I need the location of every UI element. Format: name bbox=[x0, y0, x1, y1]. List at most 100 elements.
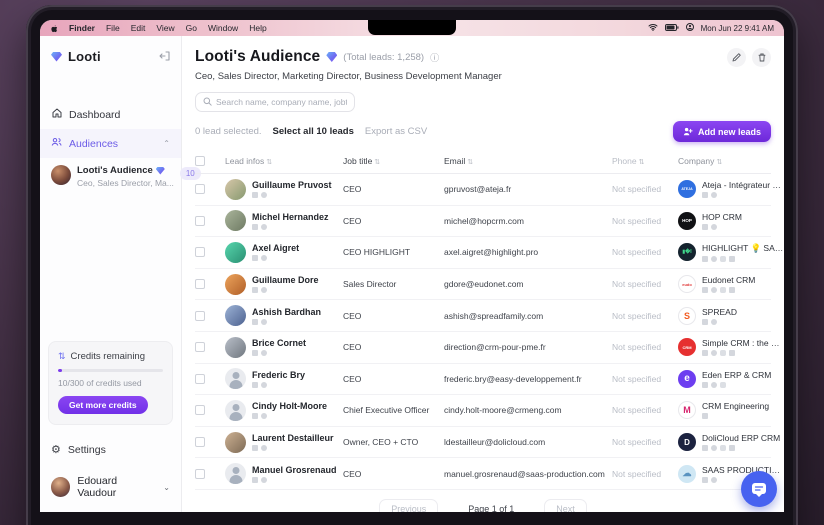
link-icon[interactable] bbox=[702, 350, 708, 357]
table-row[interactable]: Guillaume Dore Sales Director gdore@eudone… bbox=[195, 269, 771, 301]
wifi-icon[interactable] bbox=[648, 23, 658, 33]
menu-item-finder[interactable]: Finder bbox=[69, 23, 95, 33]
link-icon[interactable] bbox=[720, 350, 726, 357]
row-checkbox[interactable] bbox=[195, 468, 205, 479]
link-icon[interactable] bbox=[252, 413, 258, 420]
link-icon[interactable] bbox=[729, 255, 735, 262]
menu-item-edit[interactable]: Edit bbox=[130, 23, 146, 33]
table-row[interactable]: Axel Aigret CEO HIGHLIGHT axel.aigret@high… bbox=[195, 237, 784, 269]
link-icon[interactable] bbox=[711, 287, 717, 294]
menu-item-view[interactable]: View bbox=[156, 23, 175, 33]
user-switch-icon[interactable] bbox=[685, 23, 694, 33]
link-icon[interactable] bbox=[720, 287, 726, 294]
add-new-leads-button[interactable]: Add new leads bbox=[672, 121, 771, 142]
link-icon[interactable] bbox=[711, 223, 717, 230]
link-icon[interactable] bbox=[702, 381, 708, 388]
info-icon[interactable]: ⓘ bbox=[430, 52, 440, 63]
user-menu[interactable]: Edouard Vaudour ⌄ bbox=[40, 466, 181, 512]
link-icon[interactable] bbox=[702, 318, 708, 325]
link-icon[interactable] bbox=[702, 223, 708, 230]
column-header-lead-infos[interactable]: Lead infos ⇅ bbox=[225, 156, 273, 166]
link-icon[interactable] bbox=[702, 413, 708, 420]
link-icon[interactable] bbox=[729, 445, 735, 452]
menu-item-window[interactable]: Window bbox=[207, 23, 239, 33]
link-icon[interactable] bbox=[252, 381, 258, 388]
collapse-sidebar-icon[interactable] bbox=[159, 50, 170, 63]
link-icon[interactable] bbox=[720, 445, 726, 452]
select-all-link[interactable]: Select all 10 leads bbox=[272, 126, 354, 137]
link-icon[interactable] bbox=[252, 476, 258, 483]
link-icon[interactable] bbox=[720, 255, 726, 262]
table-row[interactable]: Manuel Grosrenaud CEO manuel.grosrenaud@sa… bbox=[195, 458, 784, 490]
menu-item-go[interactable]: Go bbox=[185, 23, 197, 33]
link-icon[interactable] bbox=[252, 445, 258, 452]
column-header-company[interactable]: Company ⇅ bbox=[678, 156, 723, 166]
link-icon[interactable] bbox=[261, 255, 267, 262]
link-icon[interactable] bbox=[702, 255, 708, 262]
row-checkbox[interactable] bbox=[195, 279, 205, 290]
row-checkbox[interactable] bbox=[195, 342, 205, 353]
apple-icon[interactable] bbox=[50, 24, 58, 33]
link-icon[interactable] bbox=[729, 350, 735, 357]
row-checkbox[interactable] bbox=[195, 405, 205, 416]
link-icon[interactable] bbox=[702, 287, 708, 294]
table-row[interactable]: Cindy Holt-Moore Chief Executive Officer c… bbox=[195, 395, 771, 427]
link-icon[interactable] bbox=[261, 318, 267, 325]
link-icon[interactable] bbox=[711, 192, 717, 199]
link-icon[interactable] bbox=[252, 223, 258, 230]
link-icon[interactable] bbox=[711, 381, 717, 388]
link-icon[interactable] bbox=[729, 287, 735, 294]
edit-audience-button[interactable] bbox=[727, 48, 746, 67]
link-icon[interactable] bbox=[261, 413, 267, 420]
table-row[interactable]: Brice Cornet CEO direction@crm-pour-pme.fr… bbox=[195, 332, 784, 364]
sidebar-audience-item[interactable]: Looti's Audience Ceo, Sales Director, Ma… bbox=[40, 158, 201, 195]
link-icon[interactable] bbox=[711, 318, 717, 325]
link-icon[interactable] bbox=[252, 350, 258, 357]
link-icon[interactable] bbox=[261, 381, 267, 388]
column-header-phone[interactable]: Phone ⇅ bbox=[612, 156, 645, 166]
table-row[interactable]: Frederic Bry CEO frederic.bry@easy-develop… bbox=[195, 364, 771, 396]
delete-audience-button[interactable] bbox=[752, 48, 771, 67]
search-input[interactable] bbox=[216, 97, 347, 107]
get-more-credits-button[interactable]: Get more credits bbox=[58, 396, 148, 414]
link-icon[interactable] bbox=[252, 287, 258, 294]
link-icon[interactable] bbox=[711, 445, 717, 452]
menu-item-help[interactable]: Help bbox=[249, 23, 267, 33]
link-icon[interactable] bbox=[720, 381, 726, 388]
table-row[interactable]: Guillaume Pruvost CEO gpruvost@ateja.fr Not… bbox=[195, 174, 784, 206]
link-icon[interactable] bbox=[261, 287, 267, 294]
table-row[interactable]: Laurent Destailleur Owner, CEO + CTO ldest… bbox=[195, 427, 780, 459]
sidebar-item-audiences[interactable]: Audiences ⌃ bbox=[40, 129, 181, 158]
table-row[interactable]: Ashish Bardhan CEO ashish@spreadfamily.com… bbox=[195, 300, 771, 332]
row-checkbox[interactable] bbox=[195, 373, 205, 384]
link-icon[interactable] bbox=[252, 318, 258, 325]
row-checkbox[interactable] bbox=[195, 215, 205, 226]
link-icon[interactable] bbox=[702, 192, 708, 199]
previous-page-button[interactable]: Previous bbox=[379, 498, 439, 512]
link-icon[interactable] bbox=[702, 476, 708, 483]
next-page-button[interactable]: Next bbox=[544, 498, 587, 512]
link-icon[interactable] bbox=[261, 192, 267, 199]
export-csv-link[interactable]: Export as CSV bbox=[364, 126, 428, 137]
menu-item-file[interactable]: File bbox=[105, 23, 120, 33]
link-icon[interactable] bbox=[261, 350, 267, 357]
link-icon[interactable] bbox=[711, 350, 717, 357]
link-icon[interactable] bbox=[252, 255, 258, 262]
link-icon[interactable] bbox=[252, 192, 258, 199]
row-checkbox[interactable] bbox=[195, 184, 205, 195]
link-icon[interactable] bbox=[261, 223, 267, 230]
row-checkbox[interactable] bbox=[195, 247, 205, 258]
select-all-checkbox[interactable] bbox=[195, 156, 205, 166]
chevron-up-icon[interactable]: ⌃ bbox=[163, 139, 170, 148]
menu-clock[interactable]: Mon Jun 22 9:41 AM bbox=[700, 23, 774, 33]
sidebar-item-dashboard[interactable]: Dashboard bbox=[40, 100, 181, 129]
chat-widget-button[interactable] bbox=[741, 471, 777, 507]
link-icon[interactable] bbox=[261, 445, 267, 452]
column-header-email[interactable]: Email ⇅ bbox=[444, 156, 474, 166]
sidebar-item-settings[interactable]: ⚙ Settings bbox=[40, 433, 181, 466]
link-icon[interactable] bbox=[711, 476, 717, 483]
battery-icon[interactable] bbox=[664, 23, 679, 33]
link-icon[interactable] bbox=[711, 255, 717, 262]
row-checkbox[interactable] bbox=[195, 437, 205, 448]
link-icon[interactable] bbox=[261, 476, 267, 483]
